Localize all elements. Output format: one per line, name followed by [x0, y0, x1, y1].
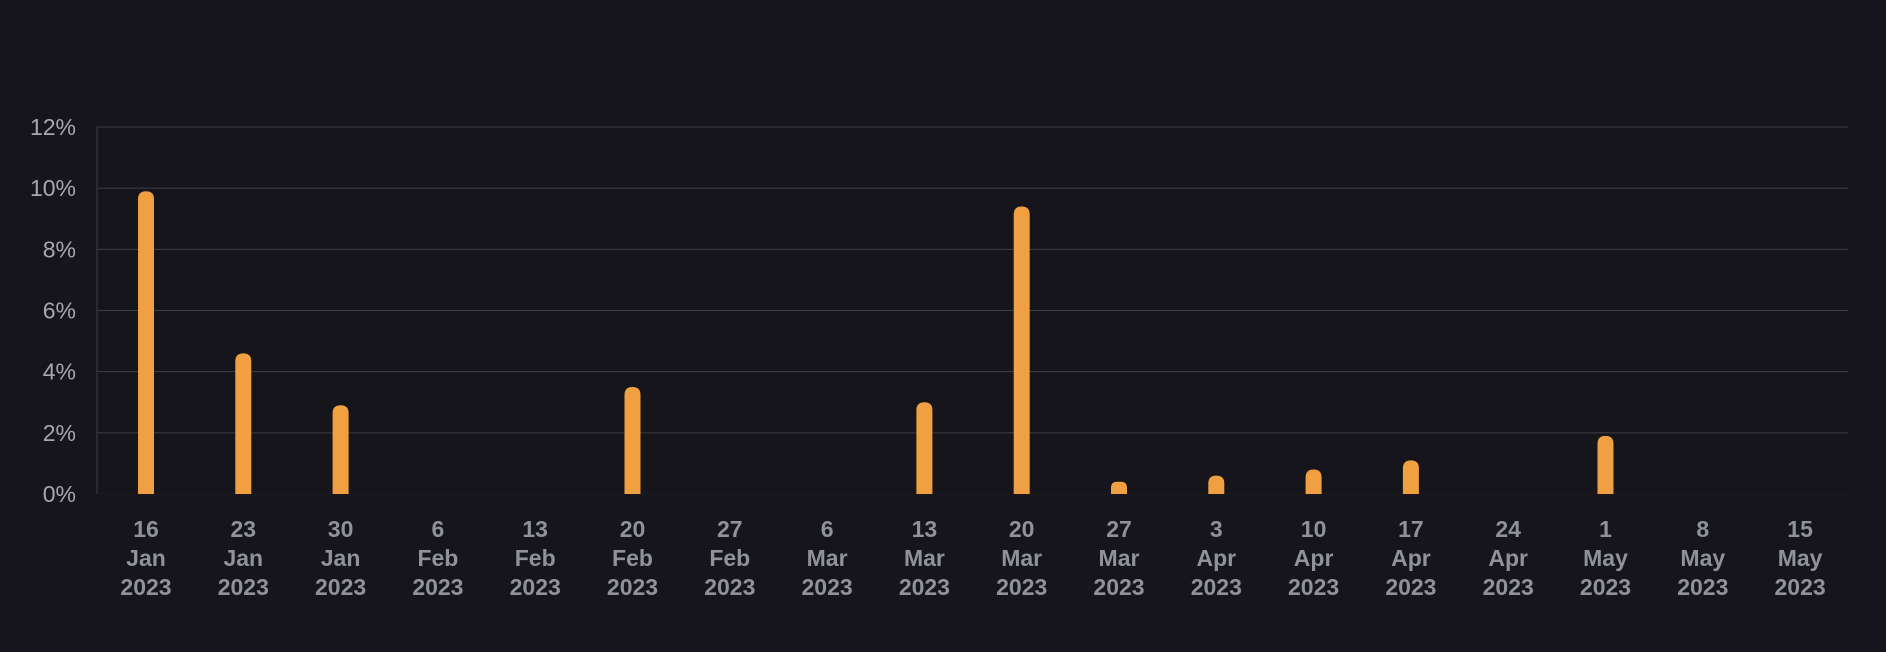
bar-13-mar-2023: [916, 402, 933, 494]
x-tick-label: 27 Mar 2023: [1093, 516, 1144, 600]
x-tick-label-line: 2023: [1385, 574, 1436, 600]
x-tick-label-line: 2023: [315, 574, 366, 600]
y-tick-label: 0%: [43, 481, 76, 507]
x-tick-label-line: 30: [328, 516, 354, 542]
x-tick-label-line: 2023: [704, 574, 755, 600]
bar-30-jan-2023: [332, 405, 349, 494]
x-tick-label-line: Feb: [515, 545, 556, 571]
bar-1-may-2023: [1597, 435, 1614, 494]
bar-10-apr-2023: [1305, 469, 1322, 494]
x-tick-label: 23 Jan 2023: [218, 516, 269, 600]
x-tick-label: 13 Mar 2023: [899, 516, 950, 600]
x-tick-label-line: May: [1583, 545, 1628, 571]
x-tick-label-line: 16: [133, 516, 159, 542]
x-tick-label-line: 20: [1009, 516, 1035, 542]
x-tick-label: 10 Apr 2023: [1288, 516, 1339, 600]
x-tick-label: 27 Feb 2023: [704, 516, 755, 600]
x-tick-label-line: 6: [432, 516, 445, 542]
x-tick-label-line: 2023: [802, 574, 853, 600]
x-tick-label-line: 2023: [120, 574, 171, 600]
x-tick-label: 3 Apr 2023: [1191, 516, 1242, 600]
bar-16-jan-2023: [138, 191, 154, 494]
x-tick-label-line: 3: [1210, 516, 1223, 542]
grid-lines: [96, 126, 1848, 495]
x-tick-label-line: 27: [717, 516, 743, 542]
x-tick-label-line: 8: [1696, 516, 1709, 542]
x-tick-label-line: Jan: [223, 545, 263, 571]
x-tick-label: 17 Apr 2023: [1385, 516, 1436, 600]
x-tick-label-line: Apr: [1391, 545, 1431, 571]
x-tick-label-line: Feb: [612, 545, 653, 571]
x-tick-label-line: May: [1778, 545, 1823, 571]
y-tick-label: 6%: [43, 298, 76, 324]
x-tick-label-line: 2023: [1483, 574, 1534, 600]
x-tick-label-line: Mar: [1001, 545, 1042, 571]
y-tick-label: 12%: [30, 114, 76, 140]
bar-23-jan-2023: [235, 353, 252, 494]
bar-20-feb-2023: [624, 386, 641, 494]
y-tick-label: 2%: [43, 420, 76, 446]
x-tick-label: 15 May 2023: [1775, 516, 1826, 600]
x-tick-label: 20 Feb 2023: [607, 516, 658, 600]
bar-3-apr-2023: [1208, 475, 1225, 494]
x-tick-label-line: Apr: [1294, 545, 1334, 571]
x-tick-label-line: 23: [231, 516, 257, 542]
x-tick-label-line: Feb: [417, 545, 458, 571]
x-tick-label-line: 17: [1398, 516, 1424, 542]
x-tick-label-line: 20: [620, 516, 646, 542]
x-tick-label-line: 13: [522, 516, 548, 542]
x-tick-label: 1 May 2023: [1580, 516, 1631, 600]
x-tick-label-line: 2023: [1677, 574, 1728, 600]
x-tick-label: 20 Mar 2023: [996, 516, 1047, 600]
x-tick-label-line: Mar: [904, 545, 945, 571]
x-tick-label: 16 Jan 2023: [120, 516, 171, 600]
x-tick-label-line: Mar: [1099, 545, 1140, 571]
x-tick-label: 8 May 2023: [1677, 516, 1728, 600]
x-tick-label-line: Apr: [1488, 545, 1528, 571]
x-tick-label-line: Mar: [807, 545, 848, 571]
y-axis-ticks: 0% 2% 4% 6% 8% 10% 12%: [30, 114, 76, 507]
x-tick-label-line: 2023: [412, 574, 463, 600]
x-tick-label-line: Apr: [1196, 545, 1236, 571]
x-tick-label: 30 Jan 2023: [315, 516, 366, 600]
y-tick-label: 8%: [43, 236, 76, 262]
x-tick-label-line: 2023: [1288, 574, 1339, 600]
x-tick-label-line: May: [1680, 545, 1725, 571]
x-tick-label: 13 Feb 2023: [510, 516, 561, 600]
x-tick-label: 6 Mar 2023: [802, 516, 853, 600]
bar-27-mar-2023: [1111, 481, 1127, 494]
x-tick-label: 24 Apr 2023: [1483, 516, 1534, 600]
x-tick-label: 6 Feb 2023: [412, 516, 463, 600]
x-tick-label-line: 27: [1106, 516, 1132, 542]
x-tick-label-line: 10: [1301, 516, 1327, 542]
bars: [138, 191, 1614, 494]
x-tick-label-line: Jan: [126, 545, 166, 571]
x-tick-label-line: 13: [912, 516, 938, 542]
x-tick-label-line: 2023: [899, 574, 950, 600]
x-tick-label-line: 1: [1599, 516, 1612, 542]
x-tick-label-line: 2023: [218, 574, 269, 600]
bar-17-apr-2023: [1402, 460, 1419, 494]
x-tick-label-line: 2023: [510, 574, 561, 600]
x-tick-label-line: 6: [821, 516, 834, 542]
x-tick-label-line: 2023: [996, 574, 1047, 600]
x-tick-label-line: 24: [1495, 516, 1521, 542]
x-tick-label-line: 2023: [1580, 574, 1631, 600]
x-tick-label-line: 2023: [1093, 574, 1144, 600]
x-tick-label-line: 15: [1787, 516, 1813, 542]
x-tick-label-line: 2023: [1191, 574, 1242, 600]
bar-20-mar-2023: [1013, 206, 1030, 494]
x-tick-label-line: 2023: [607, 574, 658, 600]
y-tick-label: 4%: [43, 359, 76, 385]
x-tick-label-line: 2023: [1775, 574, 1826, 600]
x-tick-label-line: Jan: [321, 545, 361, 571]
x-tick-label-line: Feb: [709, 545, 750, 571]
y-tick-label: 10%: [30, 175, 76, 201]
